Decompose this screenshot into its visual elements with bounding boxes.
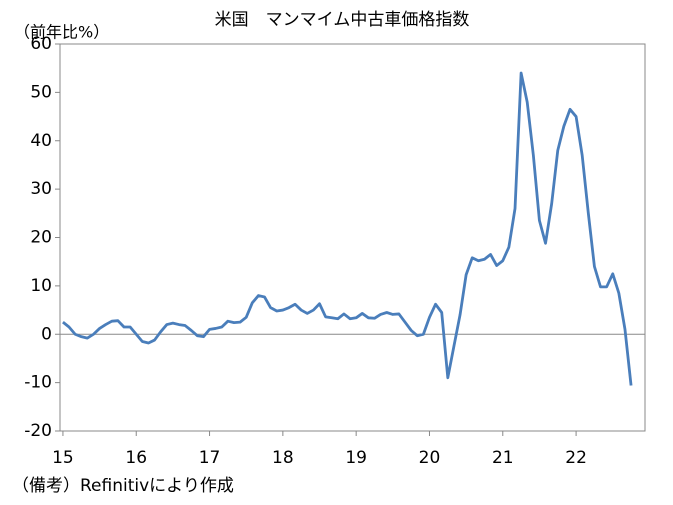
plot-frame xyxy=(59,43,646,432)
x-tick-label: 17 xyxy=(199,448,221,468)
y-tick-label: 60 xyxy=(30,34,52,54)
chart-title: 米国 マンマイム中古車価格指数 xyxy=(215,10,470,30)
y-tick-label: -10 xyxy=(24,373,52,393)
x-tick-label: 22 xyxy=(565,448,587,468)
y-tick-label: 40 xyxy=(30,131,52,151)
note: （備考）Refinitivにより作成 xyxy=(12,476,234,496)
x-tick-label: 20 xyxy=(419,448,441,468)
y-tick-label: -20 xyxy=(24,421,52,441)
x-tick-label: 21 xyxy=(492,448,514,468)
y-axis-label: （前年比%） xyxy=(14,23,109,42)
y-tick-label: 30 xyxy=(30,179,52,199)
y-tick-label: 20 xyxy=(30,228,52,248)
x-tick-label: 18 xyxy=(272,448,294,468)
y-tick-label: 10 xyxy=(30,276,52,296)
x-tick-label: 19 xyxy=(345,448,367,468)
x-tick-label: 15 xyxy=(52,448,74,468)
series-line xyxy=(62,71,633,386)
y-tick-label: 0 xyxy=(41,324,52,344)
x-tick-label: 16 xyxy=(125,448,147,468)
y-tick-label: 50 xyxy=(30,82,52,102)
